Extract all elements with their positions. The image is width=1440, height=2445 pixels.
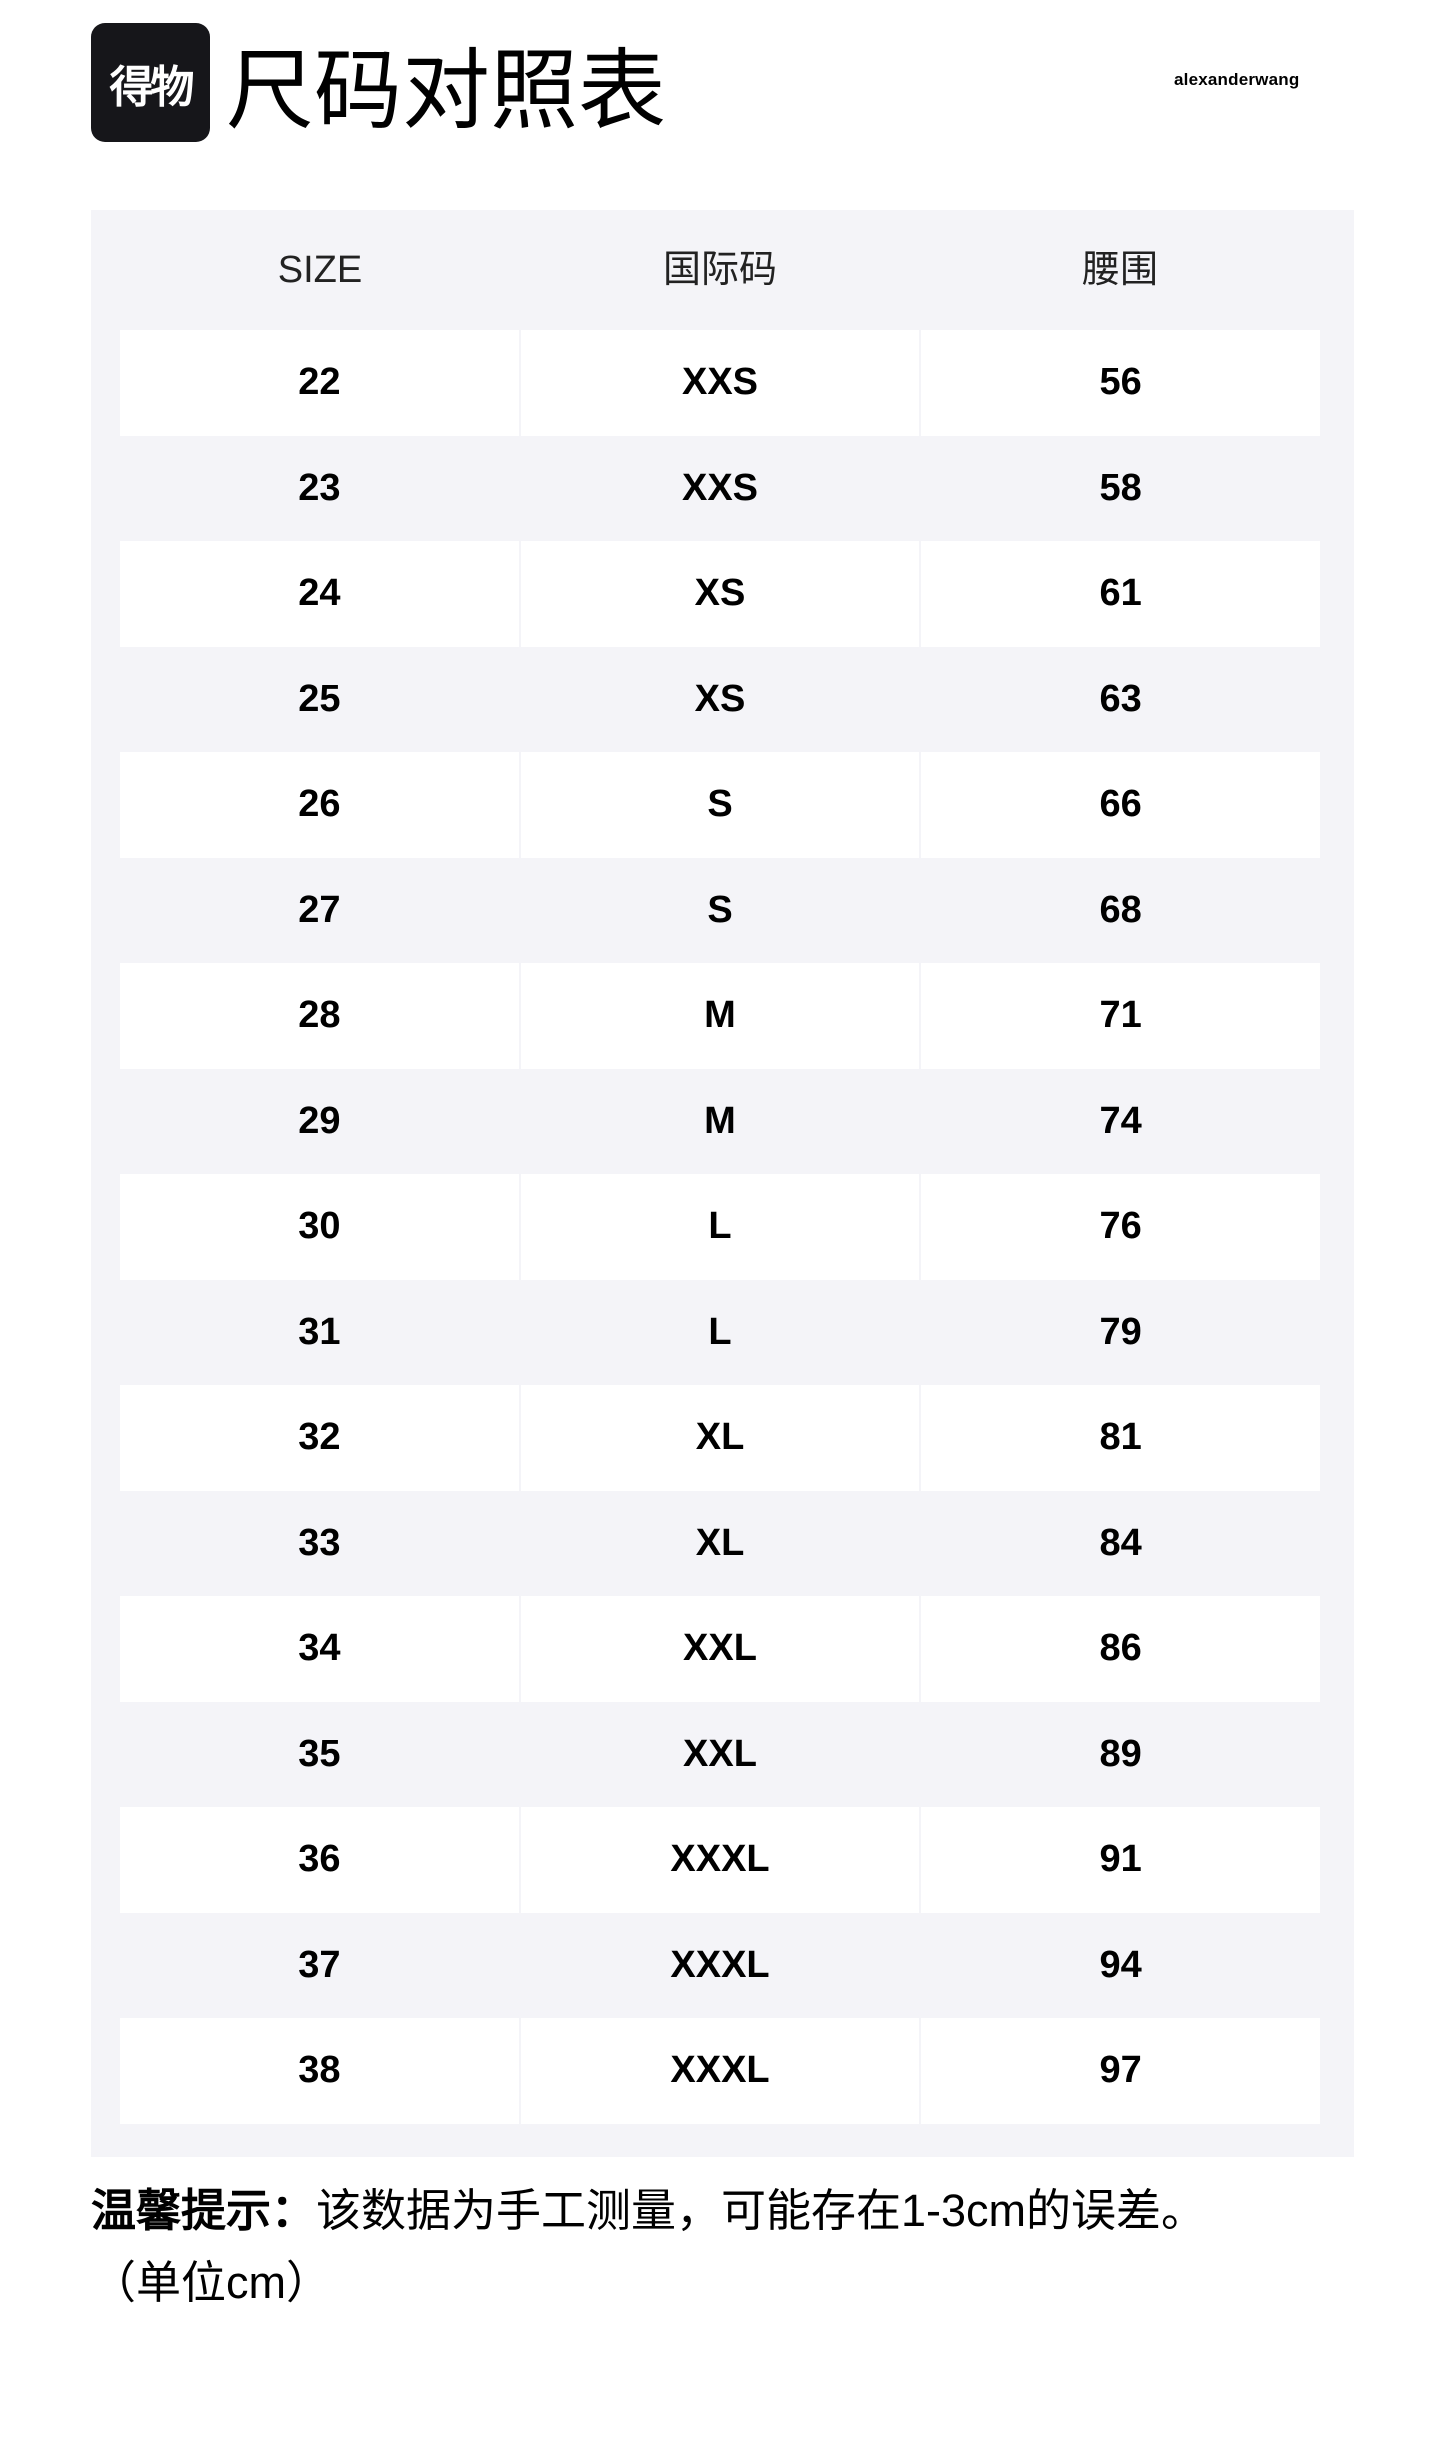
cell-waist: 97	[921, 2018, 1321, 2124]
cell-intl-size: XXS	[520, 330, 920, 436]
cell-size: 24	[120, 541, 519, 647]
cell-size: 22	[120, 330, 519, 436]
table-row: 32 XL 81	[120, 1385, 1321, 1491]
cell-waist: 74	[1099, 1099, 1142, 1142]
table-row: 30 L 76	[120, 1174, 1321, 1280]
cell-size: 38	[120, 2018, 519, 2124]
size-table: SIZE 国际码 腰围 22 XXS 56 23 XXS 58 24 XS 61 25 XS 63 26…	[91, 210, 1354, 2157]
cell-intl-size: M	[520, 963, 920, 1069]
cell-waist: 94	[1099, 1943, 1142, 1986]
cell-size: 35	[298, 1732, 341, 1775]
cell-size: 23	[298, 466, 341, 509]
cell-waist: 68	[1099, 888, 1142, 931]
footer-note: 温馨提示：该数据为手工测量，可能存在1-3cm的误差。 （单位cm）	[91, 2175, 1391, 2319]
tip-label: 温馨提示：	[91, 2185, 317, 2236]
table-row: 26 S 66	[120, 752, 1321, 858]
cell-size: 26	[120, 752, 519, 858]
table-row: 23 XXS 58	[120, 436, 1320, 542]
cell-waist: 86	[921, 1596, 1321, 1702]
table-row: 38 XXXL 97	[120, 2018, 1321, 2124]
cell-intl-size: XL	[520, 1385, 920, 1491]
cell-intl-size: M	[704, 1099, 736, 1142]
cell-size: 31	[298, 1310, 341, 1353]
table-row: 27 S 68	[120, 858, 1320, 964]
cell-intl-size: L	[520, 1174, 920, 1280]
dewu-logo: 得物	[91, 23, 210, 142]
column-header-intl-size: 国际码	[662, 249, 777, 291]
cell-waist: 89	[1099, 1732, 1142, 1775]
cell-waist: 58	[1099, 466, 1142, 509]
table-row: 24 XS 61	[120, 541, 1321, 647]
cell-intl-size: XXXL	[520, 2018, 920, 2124]
cell-size: 37	[298, 1943, 341, 1986]
table-row: 28 M 71	[120, 963, 1321, 1069]
cell-intl-size: XXS	[681, 466, 759, 509]
tip-text: 该数据为手工测量，可能存在1-3cm的误差。	[316, 2185, 1207, 2236]
cell-waist: 61	[921, 541, 1321, 647]
table-row: 31 L 79	[120, 1280, 1320, 1386]
table-header: SIZE 国际码 腰围	[120, 210, 1320, 330]
cell-waist: 63	[1099, 677, 1142, 720]
table-row: 29 M 74	[120, 1069, 1320, 1175]
column-header-size: SIZE	[277, 249, 363, 291]
table-row: 34 XXL 86	[120, 1596, 1321, 1702]
table-body: 22 XXS 56 23 XXS 58 24 XS 61 25 XS 63 26 S 66 27 S 68 28 M 7…	[120, 330, 1321, 2124]
cell-waist: 76	[921, 1174, 1321, 1280]
cell-waist: 56	[921, 330, 1321, 436]
cell-size: 34	[120, 1596, 519, 1702]
table-row: 37 XXXL 94	[120, 1913, 1320, 2019]
cell-size: 30	[120, 1174, 519, 1280]
table-row: 25 XS 63	[120, 647, 1320, 753]
cell-intl-size: S	[707, 888, 733, 931]
unit-text: （单位cm）	[91, 2257, 331, 2308]
cell-intl-size: XS	[694, 677, 746, 720]
cell-waist: 81	[921, 1385, 1321, 1491]
cell-size: 27	[298, 888, 341, 931]
cell-size: 28	[120, 963, 519, 1069]
cell-intl-size: XXXL	[520, 1807, 920, 1913]
cell-waist: 84	[1099, 1521, 1142, 1564]
cell-waist: 91	[921, 1807, 1321, 1913]
cell-size: 29	[298, 1099, 341, 1142]
table-row: 35 XXL 89	[120, 1702, 1320, 1808]
page-title: 尺码对照表	[226, 41, 667, 140]
cell-size: 36	[120, 1807, 519, 1913]
cell-intl-size: XXL	[683, 1732, 757, 1775]
logo-text: 得物	[109, 62, 195, 112]
column-header-waist: 腰围	[1081, 249, 1158, 291]
table-row: 36 XXXL 91	[120, 1807, 1321, 1913]
table-row: 22 XXS 56	[120, 330, 1321, 436]
cell-waist: 66	[921, 752, 1321, 858]
cell-intl-size: XS	[520, 541, 920, 647]
cell-size: 32	[120, 1385, 519, 1491]
cell-intl-size: S	[520, 752, 920, 858]
brand-logo: alexanderwang	[1174, 70, 1300, 89]
table-row: 33 XL 84	[120, 1491, 1320, 1597]
cell-size: 33	[298, 1521, 341, 1564]
cell-intl-size: XL	[695, 1521, 745, 1564]
cell-waist: 79	[1099, 1310, 1142, 1353]
cell-intl-size: XXXL	[670, 1943, 770, 1986]
cell-waist: 71	[921, 963, 1321, 1069]
cell-intl-size: L	[708, 1310, 732, 1353]
cell-intl-size: XXL	[520, 1596, 920, 1702]
cell-size: 25	[298, 677, 341, 720]
